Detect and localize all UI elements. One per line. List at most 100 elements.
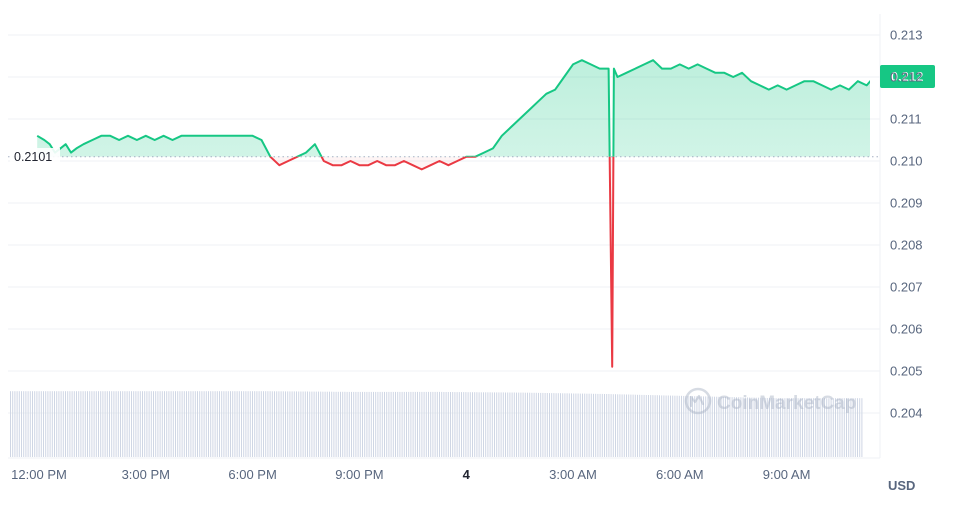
volume-bar	[300, 391, 302, 457]
volume-bar	[535, 392, 537, 457]
price-line-below-baseline	[269, 156, 615, 368]
x-tick-label: 3:00 PM	[122, 467, 170, 482]
volume-bar	[852, 398, 854, 457]
volume-bar	[166, 391, 168, 457]
x-tick-label: 6:00 PM	[228, 467, 276, 482]
volume-bar	[665, 395, 667, 457]
volume-bar	[560, 393, 561, 457]
volume-bar	[533, 392, 535, 457]
volume-bar	[142, 391, 143, 457]
volume-bar	[555, 393, 557, 457]
volume-bar	[758, 397, 759, 457]
volume-bar	[707, 396, 709, 457]
volume-bar	[274, 391, 275, 457]
volume-bar	[804, 398, 806, 457]
volume-bar	[544, 393, 546, 457]
volume-bar	[16, 391, 18, 457]
volume-bar	[175, 391, 176, 457]
volume-bar	[128, 391, 130, 457]
volume-bar	[324, 391, 326, 457]
volume-bar	[390, 391, 392, 457]
volume-bar	[399, 391, 401, 457]
volume-bar	[604, 394, 605, 457]
volume-bar	[344, 391, 346, 457]
baseline-label: 0.2101	[14, 150, 52, 164]
volume-bar	[564, 393, 566, 457]
volume-bar	[518, 392, 520, 457]
volume-bar	[538, 392, 539, 457]
volume-bar	[221, 391, 223, 457]
volume-bar	[491, 392, 493, 457]
volume-bar	[381, 391, 383, 457]
volume-bar	[384, 391, 385, 457]
volume-bar	[102, 391, 104, 457]
volume-bar	[762, 397, 764, 457]
volume-bar	[595, 393, 597, 457]
volume-bar	[507, 392, 509, 457]
volume-bar	[214, 391, 216, 457]
volume-bar	[54, 391, 55, 457]
volume-bar	[434, 391, 436, 457]
volume-bar	[788, 398, 790, 457]
y-tick-label: 0.210	[890, 154, 923, 169]
volume-bar	[824, 398, 825, 457]
volume-bar	[113, 391, 115, 457]
volume-bar	[148, 391, 150, 457]
volume-bar	[49, 391, 51, 457]
volume-bar	[740, 397, 742, 457]
volume-bar	[494, 392, 495, 457]
volume-bar	[590, 393, 592, 457]
volume-bar	[392, 391, 394, 457]
volume-bar	[58, 391, 60, 457]
volume-bar	[652, 395, 654, 457]
volume-bar	[366, 391, 368, 457]
volume-bar	[815, 398, 817, 457]
volume-bar	[766, 398, 768, 457]
volume-bar	[584, 393, 586, 457]
volume-bars	[10, 391, 863, 458]
volume-bar	[403, 391, 405, 457]
volume-bar	[808, 398, 810, 457]
volume-bar	[511, 392, 513, 457]
volume-bar	[186, 391, 187, 457]
volume-bar	[661, 395, 663, 457]
volume-bar	[258, 391, 260, 457]
volume-bar	[106, 391, 108, 457]
x-tick-label: 4	[463, 467, 471, 482]
volume-bar	[223, 391, 225, 457]
volume-bar	[357, 391, 359, 457]
volume-bar	[687, 396, 689, 457]
volume-bar	[859, 398, 861, 457]
volume-bar	[575, 393, 577, 457]
volume-bar	[243, 391, 245, 457]
volume-bar	[34, 391, 36, 457]
volume-bar	[465, 392, 467, 457]
volume-bar	[122, 391, 124, 457]
volume-bar	[632, 394, 634, 457]
volume-bar	[78, 391, 80, 457]
volume-bar	[478, 392, 480, 458]
x-tick-label: 9:00 PM	[335, 467, 383, 482]
volume-bar	[298, 391, 300, 457]
volume-bar	[302, 391, 304, 457]
volume-bar	[700, 396, 702, 457]
volume-bar	[95, 391, 97, 457]
volume-bar	[817, 398, 819, 457]
volume-bar	[733, 397, 735, 457]
volume-bar	[775, 398, 777, 457]
volume-bar	[137, 391, 139, 457]
volume-bar	[586, 393, 588, 457]
volume-bar	[278, 391, 280, 457]
volume-bar	[531, 392, 533, 457]
volume-bar	[797, 398, 799, 457]
volume-bar	[252, 391, 253, 457]
volume-bar	[744, 397, 746, 457]
volume-bar	[456, 392, 458, 457]
volume-bar	[238, 391, 240, 457]
volume-bar	[340, 391, 341, 457]
volume-bar	[29, 391, 31, 457]
y-tick-label: 0.206	[890, 322, 923, 337]
volume-bar	[65, 391, 66, 457]
